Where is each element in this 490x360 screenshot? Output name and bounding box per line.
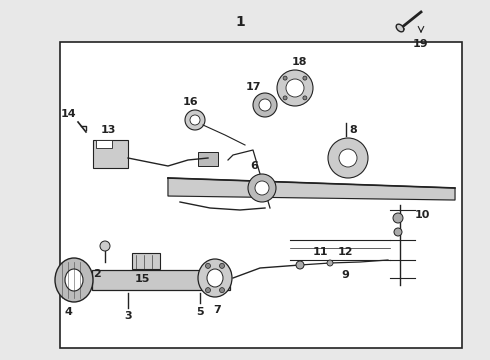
Text: 7: 7 <box>213 305 221 315</box>
Text: 3: 3 <box>124 311 132 321</box>
Circle shape <box>220 288 224 293</box>
Ellipse shape <box>55 258 93 302</box>
Circle shape <box>327 260 333 266</box>
Circle shape <box>253 93 277 117</box>
Circle shape <box>303 76 307 80</box>
Text: 6: 6 <box>250 161 258 171</box>
Circle shape <box>259 99 271 111</box>
Text: 17: 17 <box>245 82 261 92</box>
Circle shape <box>286 79 304 97</box>
Circle shape <box>277 70 313 106</box>
Circle shape <box>205 264 211 268</box>
Text: 16: 16 <box>182 97 198 107</box>
Text: 2: 2 <box>93 269 101 279</box>
Bar <box>132 253 160 269</box>
Text: 12: 12 <box>337 247 353 257</box>
Circle shape <box>248 174 276 202</box>
Polygon shape <box>168 178 455 200</box>
Ellipse shape <box>396 24 404 32</box>
Text: 13: 13 <box>100 125 116 135</box>
Text: 14: 14 <box>60 109 76 119</box>
Text: 4: 4 <box>64 307 72 317</box>
Bar <box>60 42 462 348</box>
Circle shape <box>328 138 368 178</box>
Circle shape <box>220 264 224 268</box>
Circle shape <box>296 261 304 269</box>
Circle shape <box>393 213 403 223</box>
Circle shape <box>185 110 205 130</box>
Circle shape <box>283 96 287 100</box>
Text: 18: 18 <box>291 57 307 67</box>
Circle shape <box>205 288 211 293</box>
Ellipse shape <box>198 259 232 297</box>
Text: 5: 5 <box>196 307 204 317</box>
Text: 1: 1 <box>235 15 245 29</box>
Text: 15: 15 <box>134 274 149 284</box>
Circle shape <box>190 115 200 125</box>
Text: 9: 9 <box>341 270 349 280</box>
Bar <box>92 270 230 290</box>
Ellipse shape <box>207 269 223 287</box>
Text: 19: 19 <box>413 39 429 49</box>
Bar <box>96 140 112 148</box>
Circle shape <box>100 241 110 251</box>
Text: 11: 11 <box>312 247 328 257</box>
Circle shape <box>255 181 269 195</box>
Circle shape <box>283 76 287 80</box>
Text: 8: 8 <box>349 125 357 135</box>
Circle shape <box>339 149 357 167</box>
Text: 10: 10 <box>415 210 430 220</box>
Circle shape <box>303 96 307 100</box>
Bar <box>198 152 218 166</box>
Circle shape <box>394 228 402 236</box>
Ellipse shape <box>65 269 83 291</box>
Bar <box>93 140 128 168</box>
